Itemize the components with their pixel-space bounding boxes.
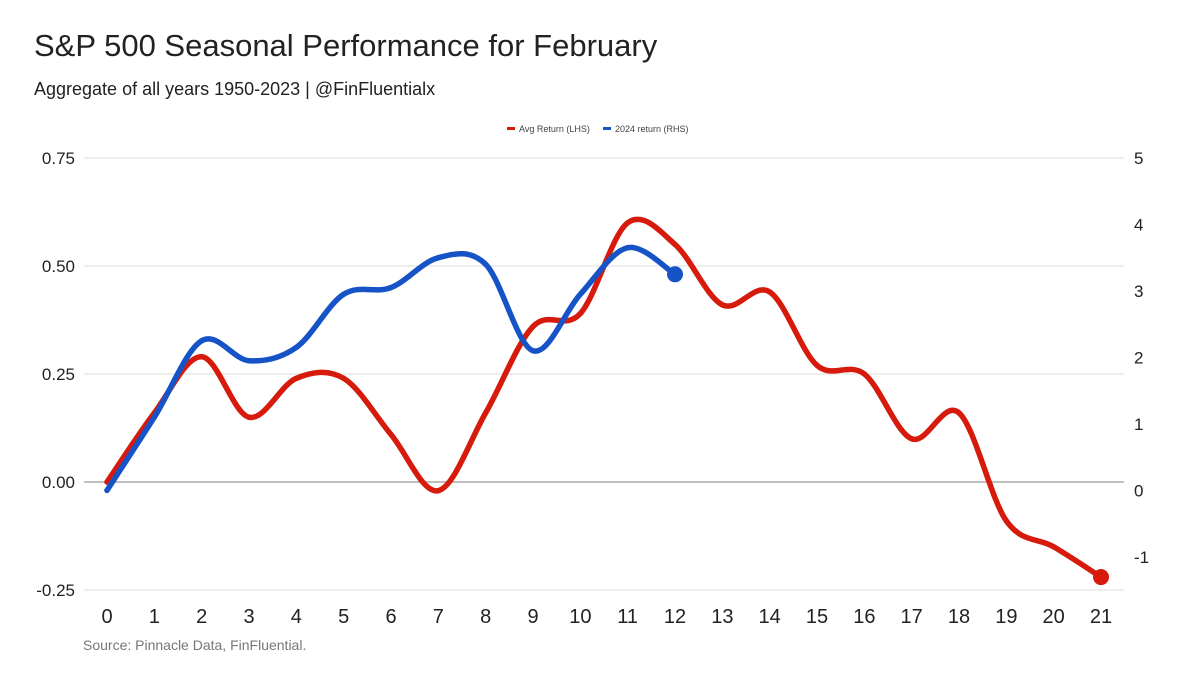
left-tick-label: 0.25 [42,365,75,384]
x-tick-label: 13 [711,606,733,628]
2024-return-line [104,244,678,494]
2024-return-point [151,414,158,420]
x-tick-label: 1 [149,606,160,628]
x-tick-label: 8 [480,606,491,628]
avg-return-line [104,216,1104,580]
right-axis: -1 0 1 2 3 4 5 [1134,149,1149,567]
legend-label-2024: 2024 return (RHS) [615,124,689,134]
legend-swatch-avg [507,127,515,130]
series-group [104,216,1109,586]
avg-return-point [435,487,442,494]
x-tick-label: 9 [527,606,538,628]
2024-return-point [388,284,394,291]
avg-return-point [246,414,252,420]
avg-return-point [293,375,300,382]
x-tick-label: 15 [806,606,828,628]
right-tick-label: 5 [1134,149,1143,168]
2024-return-point [340,291,347,297]
2024-return-point [198,338,205,344]
x-tick-label: 4 [291,606,302,628]
avg-return-point [530,323,536,330]
2024-return-point [435,254,442,261]
left-axis: -0.25 0.00 0.25 0.50 0.75 [36,149,75,600]
chart-subtitle: Aggregate of all years 1950-2023 | @FinF… [34,79,436,99]
x-tick-label: 19 [995,606,1017,628]
avg-return-point [766,289,773,295]
avg-return-point [340,375,347,382]
left-tick-label: -0.25 [36,581,75,600]
right-tick-label: 2 [1134,348,1143,367]
avg-return-point [624,220,631,226]
2024-return-point [482,261,489,268]
avg-return-point [1003,518,1010,524]
avg-return-point [388,431,394,438]
x-tick-label: 18 [948,606,970,628]
2024-return-point [104,487,110,494]
2024-return-point [293,344,300,351]
legend: Avg Return (LHS) 2024 return (RHS) [507,124,689,134]
left-tick-label: 0.50 [42,257,75,276]
2024-return-point [667,266,683,283]
x-tick-label: 20 [1043,606,1065,628]
right-tick-label: 4 [1134,215,1143,234]
legend-swatch-2024 [603,127,611,130]
x-tick-label: 10 [569,606,591,628]
right-tick-label: 0 [1134,481,1143,500]
x-tick-label: 6 [385,606,396,628]
source-note: Source: Pinnacle Data, FinFluential. [83,637,307,653]
x-tick-label: 0 [101,606,112,628]
avg-return-point [482,410,489,416]
avg-return-point [719,302,726,308]
2024-return-point [246,358,252,364]
avg-return-point [577,310,584,317]
x-tick-label: 14 [759,606,781,628]
right-tick-label: 1 [1134,415,1143,434]
right-tick-label: 3 [1134,282,1143,301]
avg-return-point [1050,544,1057,550]
avg-return-point [908,436,915,442]
x-tick-label: 12 [664,606,686,628]
avg-return-point [814,362,820,369]
legend-label-avg: Avg Return (LHS) [519,124,590,134]
x-tick-label: 11 [617,606,638,628]
avg-return-point [1093,569,1109,586]
x-tick-label: 17 [901,606,923,628]
x-axis: 0 1 2 3 4 5 6 7 8 9 10 11 12 13 14 15 16 17 18 19 20 21 [101,606,1112,628]
gridlines [84,157,1124,591]
chart-title: S&P 500 Seasonal Performance for Februar… [34,28,658,63]
2024-return-point [577,291,584,297]
avg-return-point [198,354,205,360]
left-tick-label: 0.00 [42,473,75,492]
right-tick-label: -1 [1134,548,1149,567]
2024-return-point [530,348,536,354]
avg-return-point [861,371,868,377]
x-tick-label: 2 [196,606,207,628]
avg-return-point [956,410,962,416]
x-tick-label: 16 [853,606,875,628]
x-tick-label: 3 [243,606,254,628]
x-tick-label: 21 [1090,606,1112,628]
2024-return-point [624,245,631,251]
avg-return-point [672,241,678,248]
x-tick-label: 7 [433,606,444,628]
x-tick-label: 5 [338,606,349,628]
left-tick-label: 0.75 [42,149,75,168]
